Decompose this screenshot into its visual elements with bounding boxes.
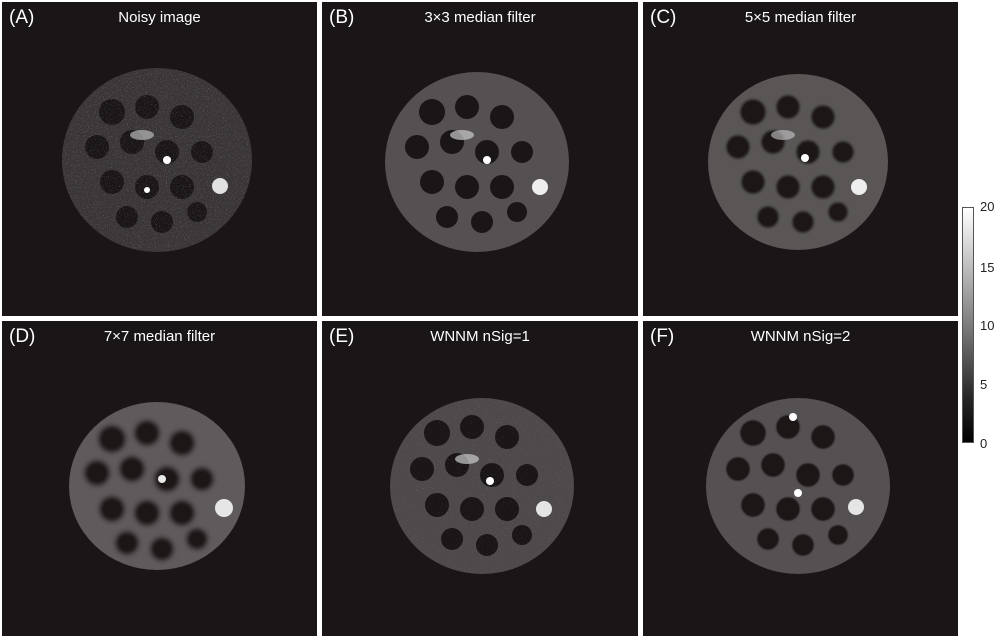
- cell-image-wnnm-nsig-2: [706, 398, 890, 574]
- panel-letter: (C): [650, 7, 677, 28]
- panel-title: 3×3 median filter: [424, 9, 536, 26]
- panel-wnnm-nsig-1: (E) WNNM nSig=1: [322, 321, 638, 636]
- cell-image-noisy: [62, 68, 252, 252]
- intensity-colorbar: [962, 207, 974, 443]
- panel-letter: (D): [9, 326, 36, 347]
- colorbar-tick-label: 20: [980, 199, 995, 214]
- panel-letter: (F): [650, 326, 675, 347]
- cell-image-3x3-median: [385, 72, 569, 252]
- panel-noisy-image: (A) Noisy image: [2, 2, 317, 316]
- cell-image-wnnm-nsig-1: [390, 398, 574, 574]
- panel-title: 7×7 median filter: [103, 328, 216, 345]
- panel-title: WNNM nSig=1: [430, 328, 530, 345]
- panel-3x3-median-filter: (B) 3×3 median filter: [322, 2, 638, 316]
- colorbar-tick-label: 15: [980, 260, 995, 275]
- colorbar-tick-label: 10: [980, 318, 995, 333]
- panel-5x5-median-filter: (C) 5×5 median filter: [643, 2, 958, 316]
- panel-title: 5×5 median filter: [744, 9, 857, 26]
- colorbar-tick-label: 5: [980, 377, 988, 392]
- panel-letter: (E): [329, 326, 355, 347]
- panel-title: WNNM nSig=2: [750, 328, 851, 345]
- cell-image-5x5-median: [708, 74, 888, 250]
- panel-title: Noisy image: [118, 9, 201, 26]
- panel-letter: (B): [329, 7, 355, 28]
- panel-letter: (A): [9, 7, 35, 28]
- colorbar-tick-label: 0: [980, 436, 988, 451]
- panel-wnnm-nsig-2: (F) WNNM nSig=2: [643, 321, 958, 636]
- cell-image-7x7-median: [69, 402, 245, 570]
- panel-7x7-median-filter: (D) 7×7 median filter: [2, 321, 317, 636]
